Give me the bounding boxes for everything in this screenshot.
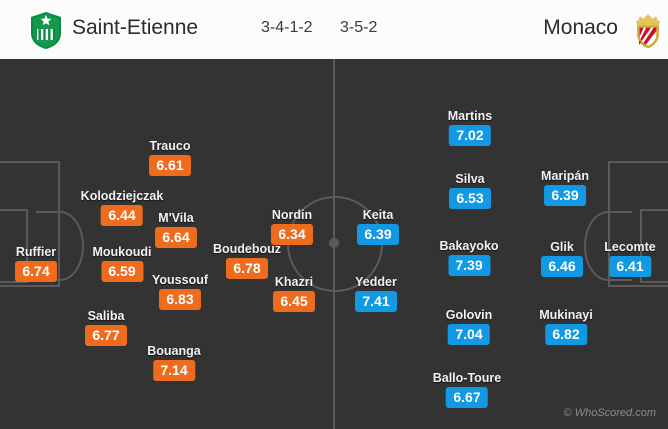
player-marker[interactable]: Trauco 6.61 (149, 139, 191, 176)
player-marker[interactable]: Bakayoko 7.39 (439, 239, 499, 276)
player-name: Bakayoko (439, 239, 499, 253)
pitch: Ruffier 6.74 Kolodziejczak 6.44 Moukoudi 6.59… (0, 59, 668, 429)
player-marker[interactable]: Youssouf 6.83 (152, 273, 208, 310)
player-name: Keita (362, 208, 394, 222)
player-name: Moukoudi (92, 245, 152, 259)
away-team-name: Monaco (543, 16, 618, 39)
player-marker[interactable]: Kolodziejczak 6.44 (80, 189, 164, 226)
player-marker[interactable]: Yedder 7.41 (355, 275, 397, 312)
player-rating-badge: 6.61 (149, 155, 191, 176)
player-marker[interactable]: Nordin 6.34 (271, 208, 313, 245)
player-marker[interactable]: Martins 7.02 (448, 109, 492, 146)
player-rating-badge: 6.44 (100, 205, 143, 226)
player-name: Ballo-Toure (432, 371, 502, 385)
player-rating-badge: 6.82 (545, 324, 587, 345)
player-rating-badge: 7.39 (448, 255, 490, 276)
player-marker[interactable]: Keita 6.39 (357, 208, 399, 245)
player-rating-badge: 7.41 (355, 291, 397, 312)
penalty-arc-right (584, 211, 632, 281)
player-marker[interactable]: Glik 6.46 (541, 240, 583, 277)
player-name: Mukinayi (539, 308, 593, 322)
player-rating-badge: 6.74 (15, 261, 57, 282)
player-rating-badge: 7.02 (448, 125, 491, 146)
player-name: Boudebouz (212, 242, 282, 256)
player-rating-badge: 6.45 (273, 291, 315, 312)
player-rating-badge: 6.39 (544, 185, 586, 206)
player-marker[interactable]: Ballo-Toure 6.67 (432, 371, 502, 408)
player-marker[interactable]: Saliba 6.77 (85, 309, 127, 346)
player-name: Khazri (274, 275, 314, 289)
saint-etienne-crest-icon (26, 9, 66, 51)
player-marker[interactable]: Ruffier 6.74 (15, 245, 57, 282)
player-marker[interactable]: Boudebouz 6.78 (213, 242, 281, 279)
player-rating-badge: 6.39 (357, 224, 399, 245)
player-marker[interactable]: Bouanga 7.14 (147, 344, 201, 381)
player-rating-badge: 6.83 (159, 289, 201, 310)
monaco-crest-icon (628, 9, 668, 51)
player-marker[interactable]: Lecomte 6.41 (604, 240, 656, 277)
player-rating-badge: 7.04 (448, 324, 490, 345)
player-name: Martins (447, 109, 493, 123)
player-name: Saliba (87, 309, 125, 323)
home-formation: 3-4-1-2 (261, 19, 313, 36)
player-rating-badge: 7.14 (152, 360, 195, 381)
player-rating-badge: 6.59 (100, 261, 143, 282)
player-rating-badge: 6.41 (609, 256, 651, 277)
player-name: Golovin (445, 308, 493, 322)
player-name: Maripán (541, 169, 589, 183)
player-rating-badge: 6.34 (271, 224, 313, 245)
player-rating-badge: 6.64 (155, 227, 197, 248)
watermark: © WhoScored.com (563, 407, 656, 419)
player-name: Silva (455, 172, 485, 186)
player-name: Kolodziejczak (80, 189, 164, 203)
center-spot (329, 238, 339, 248)
home-team-name: Saint-Etienne (72, 16, 199, 39)
player-name: Lecomte (604, 240, 656, 254)
penalty-arc-left (36, 211, 84, 281)
player-marker[interactable]: Maripán 6.39 (541, 169, 589, 206)
player-name: Bouanga (147, 344, 201, 358)
player-rating-badge: 6.46 (541, 256, 583, 277)
six-yard-box-right (640, 209, 668, 283)
player-marker[interactable]: Mukinayi 6.82 (539, 308, 593, 345)
player-name: Nordin (271, 208, 313, 222)
player-marker[interactable]: Moukoudi 6.59 (92, 245, 152, 282)
player-name: Trauco (149, 139, 191, 153)
player-rating-badge: 6.77 (85, 325, 127, 346)
player-marker[interactable]: Golovin 7.04 (445, 308, 493, 345)
player-name: M'Vila (158, 211, 194, 225)
player-name: Yedder (355, 275, 397, 289)
player-name: Youssouf (151, 273, 209, 287)
player-name: Glik (550, 240, 574, 254)
player-rating-badge: 6.53 (449, 188, 491, 209)
away-formation: 3-5-2 (340, 19, 378, 36)
player-marker[interactable]: Khazri 6.45 (273, 275, 315, 312)
player-rating-badge: 6.67 (446, 387, 488, 408)
six-yard-box-left (0, 209, 28, 283)
player-name: Ruffier (15, 245, 57, 259)
match-header: Saint-Etienne 3-4-1-2 3-5-2 Monaco (0, 0, 668, 60)
player-marker[interactable]: Silva 6.53 (449, 172, 491, 209)
player-rating-badge: 6.78 (225, 258, 268, 279)
player-marker[interactable]: M'Vila 6.64 (155, 211, 197, 248)
